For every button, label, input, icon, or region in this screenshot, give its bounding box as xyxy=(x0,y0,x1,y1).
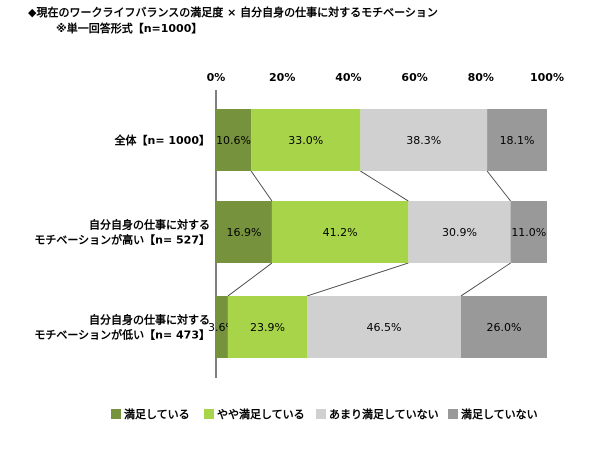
data-label: 26.0% xyxy=(486,321,521,334)
legend-label: 満足していない xyxy=(461,408,538,421)
legend-item: あまり満足していない xyxy=(316,406,439,422)
chart-title: ◆現在のワークライフバランスの満足度 × 自分自身の仕事に対するモチベーション xyxy=(28,6,438,19)
bar-segment xyxy=(460,296,547,358)
data-label: 38.3% xyxy=(406,134,441,147)
category-label: 自分自身の仕事に対する xyxy=(89,218,210,232)
x-tick-label: 40% xyxy=(335,71,361,84)
connector-line xyxy=(360,170,409,202)
x-tick-label: 20% xyxy=(269,71,295,84)
legend-item: やや満足している xyxy=(204,406,305,422)
bar-segment xyxy=(510,201,547,263)
data-label: 46.5% xyxy=(367,321,402,334)
chart-subtitle: ※単一回答形式【n=1000】 xyxy=(56,22,203,35)
bar-segment xyxy=(487,109,547,171)
data-label: 10.6% xyxy=(216,134,251,147)
connector-line xyxy=(250,170,273,202)
bar-segment xyxy=(216,296,228,358)
bar-segment xyxy=(271,201,409,263)
bar-segment xyxy=(227,296,308,358)
data-label: 11.0% xyxy=(511,226,546,239)
bar-segment xyxy=(408,201,511,263)
legend-label: 満足している xyxy=(124,408,190,421)
x-tick-label: 100% xyxy=(530,71,564,84)
bar-segment xyxy=(360,109,488,171)
data-label: 33.0% xyxy=(288,134,323,147)
legend-swatch xyxy=(111,409,121,419)
x-tick-label: 60% xyxy=(401,71,427,84)
bar-segment xyxy=(216,109,252,171)
data-label: 18.1% xyxy=(500,134,535,147)
data-label: 41.2% xyxy=(323,226,358,239)
legend-item: 満足していない xyxy=(448,406,538,422)
bar-segment xyxy=(307,296,461,358)
legend-swatch xyxy=(204,409,214,419)
connector-line xyxy=(486,170,511,202)
connector-line xyxy=(460,262,511,297)
bar-segment xyxy=(251,109,361,171)
bar-segment xyxy=(216,201,272,263)
data-label: 16.9% xyxy=(226,226,261,239)
legend-label: あまり満足していない xyxy=(329,408,439,421)
data-label: 23.9% xyxy=(250,321,285,334)
data-label: 30.9% xyxy=(442,226,477,239)
legend-label: やや満足している xyxy=(217,408,305,421)
connector-line xyxy=(227,262,273,297)
legend: 満足している やや満足している あまり満足していない 満足していない xyxy=(0,406,611,422)
legend-swatch xyxy=(448,409,458,419)
legend-swatch xyxy=(316,409,326,419)
category-label: モチベーションが低い【n= 473】 xyxy=(34,328,210,342)
legend-item: 満足している xyxy=(111,406,190,422)
connector-line xyxy=(306,262,409,297)
x-tick-label: 80% xyxy=(468,71,494,84)
stacked-bar-chart: 0% 20% 40% 60% 80% 100% 10.6% 33.0% 38.3% 18.1% 全体… xyxy=(34,71,564,378)
category-label: 全体【n= 1000】 xyxy=(114,133,211,147)
x-tick-label: 0% xyxy=(207,71,226,84)
category-label: 自分自身の仕事に対する xyxy=(89,313,210,327)
category-label: モチベーションが高い【n= 527】 xyxy=(34,233,210,247)
